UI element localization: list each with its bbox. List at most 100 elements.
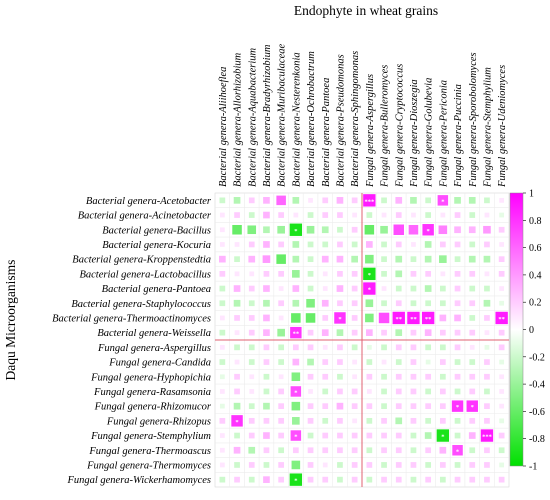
heatmap-cell [425,300,432,307]
row-label: Bacterial genera-Lactobacillus [79,269,211,280]
heatmap-cell [249,271,255,277]
heatmap-cell [219,462,225,468]
heatmap-cell [219,227,225,233]
heatmap-cell [322,462,328,468]
heatmap-cell [439,373,446,380]
heatmap-cell [408,224,419,235]
heatmap-cell [366,476,373,483]
heatmap-cell [499,389,505,394]
heatmap-cell [484,359,490,365]
heatmap-cell [483,255,491,263]
heatmap-cell [468,197,476,204]
heatmap-cell [278,476,285,483]
heatmap-cell [248,344,255,351]
heatmap-cell [381,447,387,454]
significance-star: * [294,478,297,485]
heatmap-cell [381,462,387,468]
heatmap-cell [439,359,446,365]
heatmap-cell [366,329,373,336]
heatmap-cell [411,212,416,218]
heatmap-cell [292,358,300,366]
heatmap-cell [234,432,240,439]
heatmap-cell [439,300,446,307]
heatmap-cell [322,212,329,218]
heatmap-cell [322,344,328,350]
heatmap-cell [480,429,494,442]
heatmap-cell [410,388,417,395]
heatmap-cell [337,270,343,277]
heatmap-cell [439,417,446,424]
heatmap-cell [322,403,329,410]
heatmap-cell [263,373,270,380]
heatmap-cell [395,359,402,365]
heatmap-cell [337,417,343,424]
heatmap-cell [322,373,329,380]
heatmap-cell [410,270,417,277]
heatmap-cell [336,402,344,410]
heatmap-cell [351,447,358,454]
heatmap-cell [248,462,255,468]
heatmap-cell [307,329,314,336]
heatmap-cell [248,212,255,218]
heatmap-cell [381,373,387,380]
heatmap-cell [454,432,461,439]
heatmap-cell [278,270,285,277]
column-label: Fungal genera-Puccinia [453,84,464,188]
heatmap-cell [381,286,387,291]
heatmap-cell [484,344,490,350]
heatmap-cell [424,255,432,263]
significance-star: * [427,228,430,235]
heatmap-cell [381,403,387,410]
heatmap-cell [410,285,417,292]
heatmap-cell [395,476,402,483]
heatmap-cell [483,225,491,234]
colorbar-tick-label: 0.2 [529,298,542,309]
heatmap-cell [381,256,387,263]
heatmap-cell [278,241,285,248]
heatmap-cell [277,328,285,337]
heatmap-cell [322,476,329,483]
significance-star: * [456,404,459,411]
heatmap-cell [381,476,387,483]
row-label: Bacterial genera-Kocuria [102,240,211,251]
heatmap-cell [499,212,505,218]
heatmap-cell [395,270,403,278]
row-label: Bacterial genera-Acinetobacter [78,211,212,222]
heatmap-cell [469,241,476,248]
heatmap-cell [219,270,226,277]
heatmap-cell [381,432,387,439]
heatmap-cell [363,282,376,295]
heatmap-cell [410,447,417,454]
significance-star: ** [410,316,417,323]
heatmap-cell [292,197,300,204]
heatmap-cell [410,476,417,483]
heatmap-cell [469,388,476,395]
heatmap-cell [365,254,374,264]
heatmap-cell [248,417,255,424]
heatmap-cell [366,359,373,365]
heatmap-cell [292,255,300,263]
heatmap-cell [234,344,240,351]
heatmap-cell [454,270,461,277]
heatmap-cell [410,432,417,439]
heatmap-cell [262,255,271,263]
heatmap-cell [278,447,285,454]
row-label: Fungal genera-Rhizomucor [94,402,212,413]
heatmap-cell [436,429,450,442]
heatmap-cell [454,373,461,380]
heatmap-cell [291,401,301,411]
heatmap-cell [305,313,316,323]
heatmap-cell [322,432,329,439]
heatmap-cell [337,300,343,307]
heatmap-cell [424,285,432,292]
significance-marks: *** ** **** ** ** ** ****** *** * ***** [235,198,504,484]
column-label: Fungal genera-Golubevia [424,78,435,188]
heatmap-cell [263,314,270,322]
significance-star: *** [482,434,492,441]
heatmap-cell [366,373,373,380]
colorbar-tick-label: 1 [529,189,534,200]
heatmap-cell [291,372,301,382]
heatmap-cell [278,374,284,380]
heatmap-cell [337,226,343,233]
heatmap-cell [439,241,446,248]
